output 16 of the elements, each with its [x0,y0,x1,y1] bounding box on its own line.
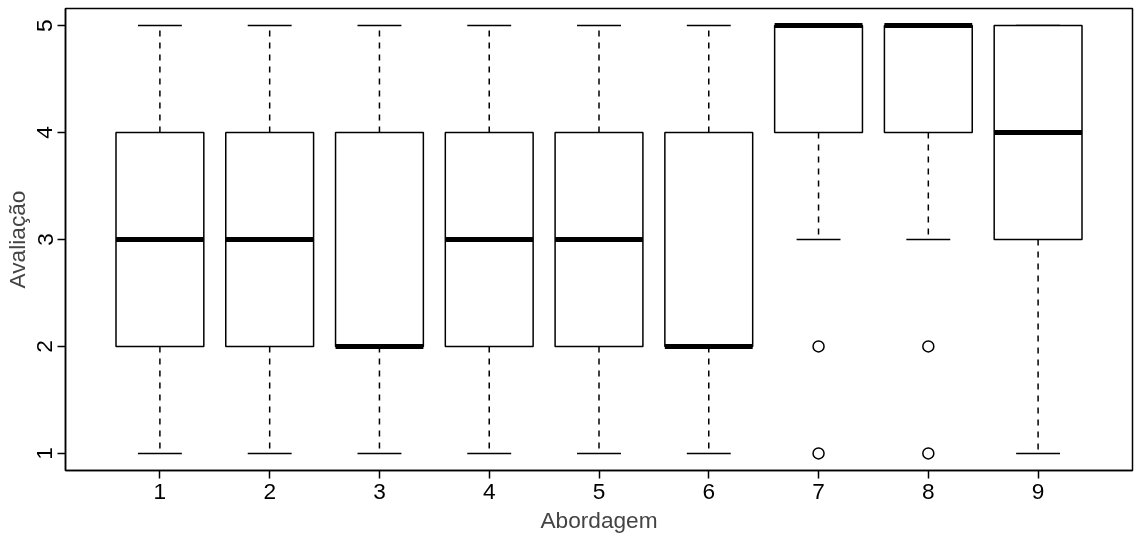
y-tick-label: 4 [31,126,58,139]
y-tick-label: 1 [31,447,58,460]
y-tick-label: 3 [31,233,58,246]
y-tick-label: 2 [31,340,58,353]
x-axis-title: Abordagem [540,506,658,533]
x-tick-label: 3 [373,477,386,504]
x-tick-label: 2 [263,477,276,504]
y-axis-title: Avaliação [3,190,30,289]
x-tick-label: 7 [812,477,825,504]
x-tick-label: 4 [482,477,496,504]
x-tick-label: 5 [592,477,606,504]
x-tick-label: 8 [922,477,935,504]
y-tick-label: 5 [31,19,58,32]
x-tick-label: 9 [1031,477,1045,504]
x-tick-label: 6 [702,477,716,504]
x-tick-label: 1 [153,477,167,504]
